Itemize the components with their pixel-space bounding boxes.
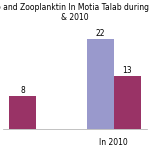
- Text: 22: 22: [95, 29, 105, 38]
- Bar: [9, 96, 36, 129]
- Title: Phyto and Zooplanktin In Motia Talab during 2000
& 2010: Phyto and Zooplanktin In Motia Talab dur…: [0, 3, 150, 22]
- Bar: [87, 39, 114, 129]
- Text: 8: 8: [21, 86, 25, 95]
- Text: 13: 13: [122, 66, 132, 75]
- Bar: [114, 76, 141, 129]
